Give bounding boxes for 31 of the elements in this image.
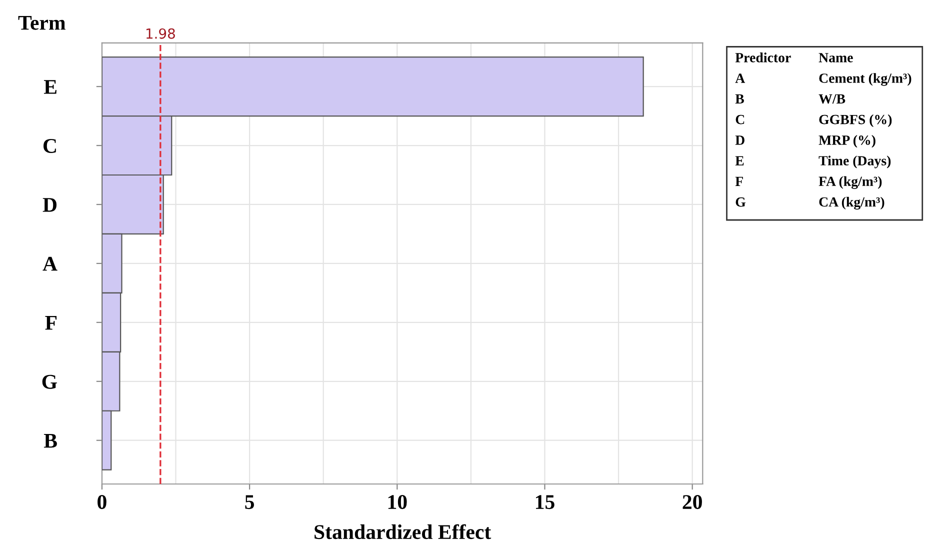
- x-tick-label: 15: [536, 495, 554, 510]
- text: F: [735, 176, 743, 186]
- text: E: [735, 156, 744, 166]
- y-tick-label: G: [42, 374, 57, 389]
- text: G: [736, 197, 746, 207]
- text: MRP (%): [818, 135, 876, 148]
- text: FA (kg/m³): [818, 176, 882, 189]
- text: Time (Days): [818, 156, 891, 168]
- x-tick-label: 20: [682, 495, 702, 510]
- text: Name: [818, 53, 853, 62]
- x-tick-label: 5: [245, 495, 254, 510]
- y-axis-title: Term: [18, 16, 66, 30]
- text: W/B: [818, 94, 846, 104]
- text: A: [735, 74, 746, 83]
- y-tick-label: D: [42, 198, 57, 212]
- y-tick-label: A: [42, 256, 58, 271]
- x-tick-label: 0: [98, 495, 106, 510]
- ref-line-label: 1.98: [146, 28, 175, 39]
- x-tick-label: 10: [388, 495, 407, 510]
- text: D: [735, 136, 744, 145]
- y-tick-label: E: [44, 80, 56, 94]
- y-tick-label: F: [45, 316, 57, 330]
- x-axis-title: Standardized Effect: [314, 524, 492, 540]
- text: C: [736, 114, 744, 124]
- text: Predictor: [735, 52, 791, 62]
- text: CA (kg/m³): [819, 196, 884, 210]
- y-tick-label: B: [44, 434, 57, 448]
- text: Cement (kg/m³): [819, 73, 912, 86]
- text: B: [735, 94, 744, 104]
- y-tick-label: C: [44, 138, 56, 153]
- text: GGBFS (%): [819, 114, 892, 128]
